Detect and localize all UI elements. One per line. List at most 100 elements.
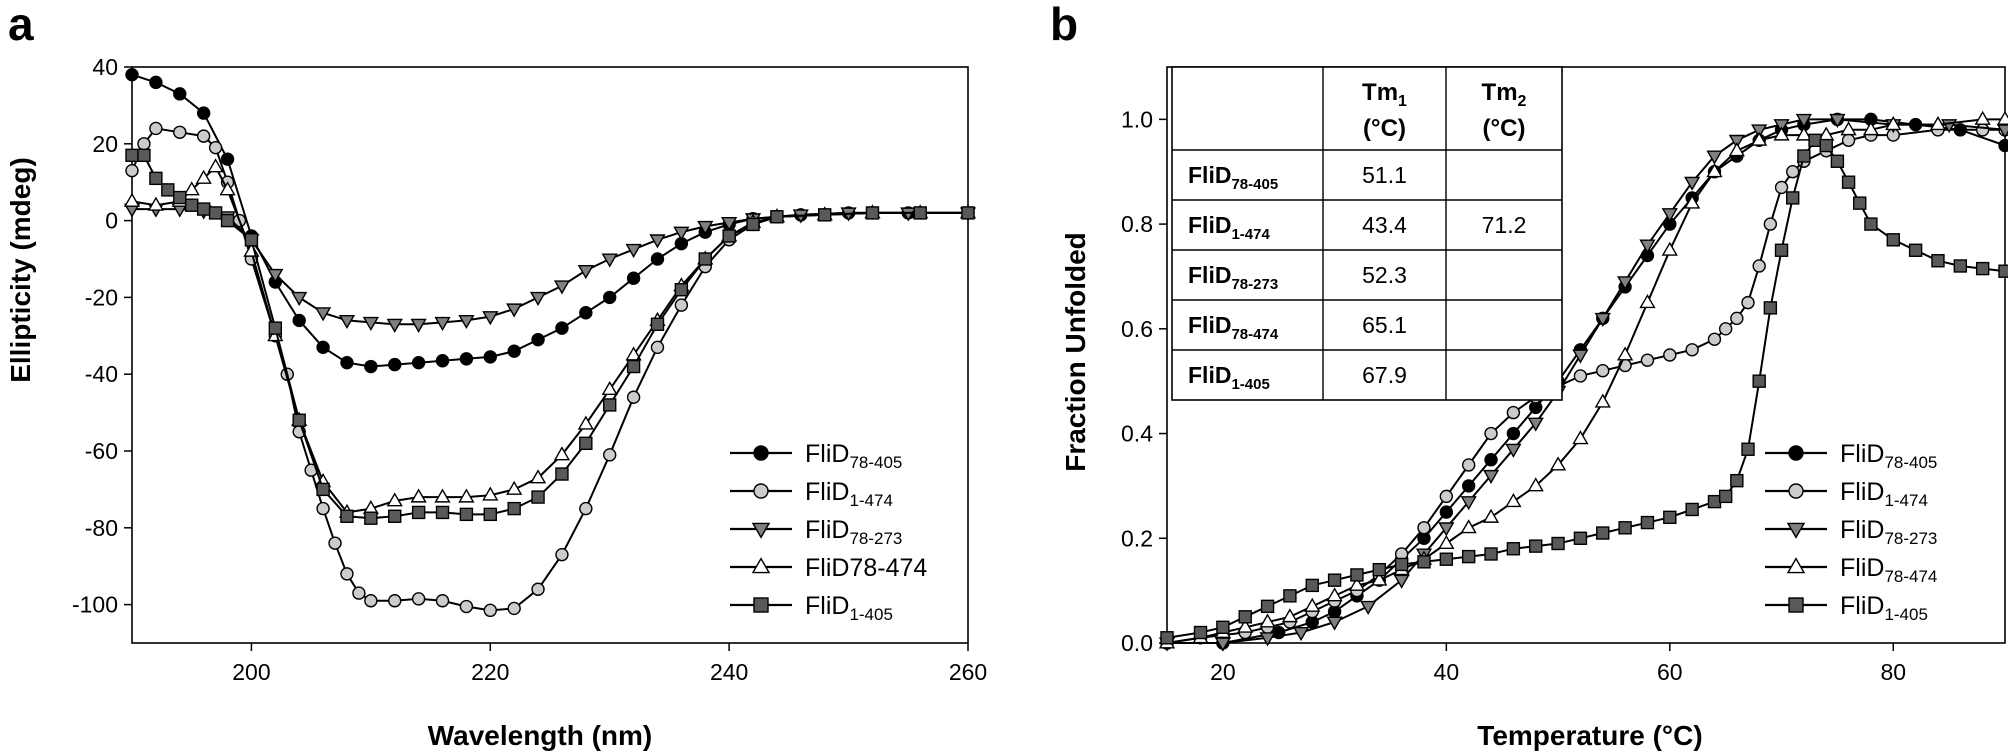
data-point xyxy=(1841,175,1856,189)
data-point xyxy=(553,446,571,461)
data-point xyxy=(1394,557,1409,572)
data-point xyxy=(698,252,712,266)
table-row-name-sub: 1-405 xyxy=(1231,376,1269,393)
table-row-name-sub: 78-405 xyxy=(1231,176,1278,193)
table-row-name-main: FliD xyxy=(1188,212,1231,238)
data-point xyxy=(697,220,714,235)
data-point xyxy=(579,501,593,516)
data-point xyxy=(1840,121,1857,136)
legend-label: FliD78-405 xyxy=(805,440,902,472)
legend-label-sub: 78-273 xyxy=(1884,529,1937,548)
data-point xyxy=(601,380,618,396)
legend-marker xyxy=(751,557,771,574)
axes-b: 20 40 60 80 0.0 0.2 0.4 0.6 0.8 1.0 xyxy=(1121,66,2006,685)
data-point xyxy=(207,158,224,173)
data-point xyxy=(1527,417,1544,432)
data-point xyxy=(1975,261,1990,276)
data-point xyxy=(1730,311,1744,326)
series-line xyxy=(1166,128,2005,644)
data-point xyxy=(459,507,474,522)
data-point xyxy=(1393,574,1410,589)
data-point xyxy=(458,488,475,503)
data-point xyxy=(1216,620,1230,634)
data-point xyxy=(1996,124,2008,139)
data-point xyxy=(411,592,426,606)
legend-label-sub: 78-273 xyxy=(849,529,902,548)
series-2 xyxy=(123,203,977,333)
data-point xyxy=(555,547,569,562)
data-point xyxy=(1741,442,1755,456)
table-header-main: Tm xyxy=(1362,79,1398,106)
data-point xyxy=(603,290,617,305)
data-point xyxy=(1661,208,1678,223)
x-tick-label: 20 xyxy=(1210,659,1236,685)
ylabel-a: Ellipticity (mdeg) xyxy=(5,157,36,383)
data-point xyxy=(1908,243,1923,257)
data-point xyxy=(1461,549,1476,564)
legend-label-main: FliD xyxy=(805,516,849,544)
table-tm1: 67.9 xyxy=(1362,362,1407,388)
data-point xyxy=(137,148,151,163)
legend-marker xyxy=(1788,597,1804,613)
data-point xyxy=(649,234,666,249)
data-point xyxy=(1786,165,1800,179)
data-point xyxy=(1439,552,1454,566)
panel-label-b: b xyxy=(1050,0,1078,50)
y-tick-label: -20 xyxy=(85,284,118,310)
data-point xyxy=(1661,241,1678,256)
series-4 xyxy=(125,148,975,525)
table-row-name-main: FliD xyxy=(1188,162,1231,188)
data-point xyxy=(1752,374,1766,388)
data-point xyxy=(1549,456,1567,471)
table-row-name-main: FliD xyxy=(1188,312,1231,338)
data-point xyxy=(531,332,545,347)
data-point xyxy=(1326,587,1343,602)
data-point xyxy=(1751,131,1768,146)
data-point xyxy=(1417,555,1431,569)
data-point xyxy=(483,603,497,618)
data-point xyxy=(1974,110,1991,125)
table-tm1: 51.1 xyxy=(1362,162,1407,188)
data-point xyxy=(1596,364,1610,378)
data-point xyxy=(388,357,402,372)
data-point xyxy=(149,171,163,186)
legend-label: FliD78-273 xyxy=(1840,516,1937,548)
data-point xyxy=(364,594,378,608)
data-point xyxy=(1573,369,1588,383)
legend-label: FliD1-474 xyxy=(805,478,893,510)
table-row-name: FliD78-273 xyxy=(1188,262,1278,293)
legend-label: FliD78-405 xyxy=(1840,440,1937,472)
data-point xyxy=(1237,618,1254,633)
data-point xyxy=(482,486,499,501)
data-point xyxy=(435,505,450,520)
data-point xyxy=(1438,522,1455,537)
x-tick-label: 60 xyxy=(1657,659,1683,685)
data-point xyxy=(1596,526,1610,540)
data-point xyxy=(1707,494,1722,509)
legend-label-main: FliD xyxy=(805,592,849,620)
data-point xyxy=(1460,496,1477,511)
x-tick-label: 200 xyxy=(232,659,270,685)
data-point xyxy=(183,181,200,196)
data-point xyxy=(161,183,175,197)
data-point xyxy=(1730,473,1744,488)
data-point xyxy=(362,316,379,331)
data-point xyxy=(1616,276,1634,291)
data-point xyxy=(125,67,139,82)
y-tick-label: -80 xyxy=(85,515,118,541)
data-point xyxy=(1348,576,1366,591)
data-point xyxy=(722,229,736,243)
y-tick-label: 20 xyxy=(92,131,118,157)
data-point xyxy=(435,594,450,608)
data-point xyxy=(1439,489,1454,504)
data-point xyxy=(1573,531,1588,545)
data-point xyxy=(1953,259,1968,273)
table-tm1: 52.3 xyxy=(1362,262,1407,288)
data-point xyxy=(220,213,235,228)
data-point xyxy=(196,106,211,120)
data-point xyxy=(529,291,547,307)
data-point xyxy=(220,152,235,166)
data-point xyxy=(1572,349,1589,364)
data-point xyxy=(195,169,212,184)
